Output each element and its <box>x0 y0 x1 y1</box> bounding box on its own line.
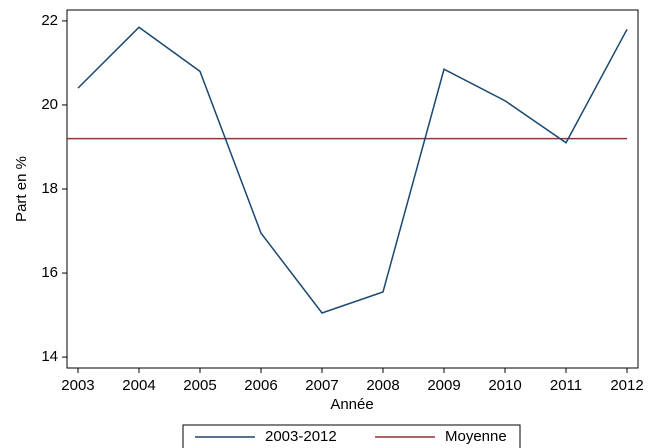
x-tick-label: 2003 <box>61 377 94 394</box>
plot-frame <box>66 9 639 369</box>
x-tick-label: 2011 <box>550 377 582 394</box>
x-tick-label: 2007 <box>305 377 338 394</box>
y-tick-label: 20 <box>41 96 58 113</box>
x-tick-label: 2008 <box>366 377 399 394</box>
y-tick-label: 22 <box>41 12 58 29</box>
y-tick-label: 16 <box>41 264 58 281</box>
legend-label: 2003-2012 <box>265 428 337 445</box>
x-tick-label: 2009 <box>427 377 460 394</box>
x-tick-label: 2012 <box>610 377 643 394</box>
x-tick-label: 2006 <box>244 377 277 394</box>
x-tick-label: 2010 <box>488 377 521 394</box>
legend-label: Moyenne <box>445 428 507 445</box>
legend-box <box>182 424 521 448</box>
y-axis-label: Part en % <box>13 156 30 222</box>
y-tick-label: 14 <box>41 348 58 365</box>
x-tick-label: 2004 <box>122 377 155 394</box>
data-line <box>77 26 628 314</box>
y-tick-label: 18 <box>41 180 58 197</box>
x-axis-label: Année <box>330 396 373 413</box>
x-tick-label: 2005 <box>183 377 216 394</box>
